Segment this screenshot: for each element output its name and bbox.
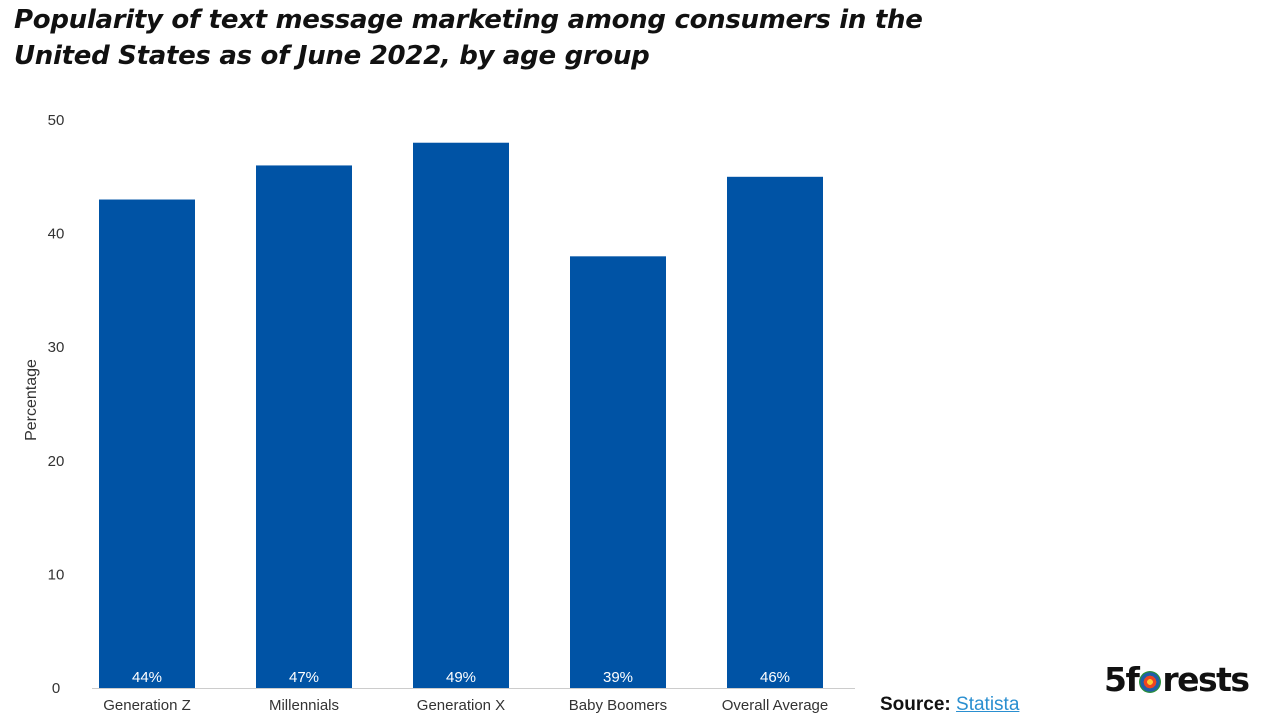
- y-tick-label: 20: [48, 453, 65, 470]
- x-tick-label: Baby Boomers: [569, 697, 667, 714]
- y-tick-label: 50: [48, 112, 65, 129]
- bar-value-label: 49%: [446, 669, 476, 686]
- logo-text-end: rests: [1162, 660, 1250, 699]
- target-icon: [1139, 670, 1162, 693]
- x-tick-label: Overall Average: [722, 697, 828, 714]
- bar-chart: 0 10 20 30 40 50 44% 47% 49% 39% 46% Generation Z…: [23, 112, 855, 714]
- bar: [570, 256, 666, 688]
- bar: [256, 165, 352, 688]
- bar-value-label: 39%: [603, 669, 633, 686]
- bar: [727, 176, 823, 689]
- x-tick-label: Generation X: [417, 697, 505, 714]
- x-tick-label: Generation Z: [103, 697, 191, 714]
- chart-title: Popularity of text message marketing amo…: [14, 2, 974, 74]
- bar-value-label: 44%: [132, 669, 162, 686]
- bar-value-label: 47%: [289, 669, 319, 686]
- y-tick-label: 0: [52, 680, 60, 697]
- chart-title-line-1: Popularity of text message marketing amo…: [14, 5, 923, 35]
- source-link[interactable]: Statista: [956, 694, 1020, 715]
- x-tick-label: Millennials: [269, 697, 339, 714]
- bar-value-label: 46%: [760, 669, 790, 686]
- source-label: Source:: [880, 694, 951, 715]
- bar: [413, 142, 509, 689]
- y-axis-ticks: 0 10 20 30 40 50: [48, 112, 65, 697]
- source-note: Source: Statista: [880, 694, 1019, 716]
- bars: [99, 142, 823, 689]
- y-tick-label: 40: [48, 226, 65, 243]
- y-axis-label: Percentage: [23, 359, 40, 441]
- logo-text-start: 5f: [1104, 660, 1140, 699]
- x-axis-categories: Generation Z Millennials Generation X Baby …: [103, 697, 828, 714]
- chart-title-line-2: United States as of June 2022, by age gr…: [14, 41, 650, 71]
- bar: [99, 199, 195, 688]
- data-labels: 44% 47% 49% 39% 46%: [132, 669, 790, 686]
- brand-logo: 5f rests: [1104, 660, 1250, 699]
- y-tick-label: 10: [48, 566, 65, 583]
- y-tick-label: 30: [48, 339, 65, 356]
